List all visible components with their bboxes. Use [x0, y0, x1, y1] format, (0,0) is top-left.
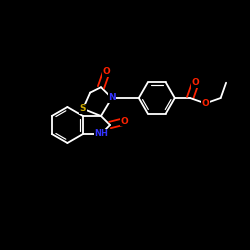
- Text: S: S: [80, 104, 86, 113]
- Text: O: O: [202, 99, 209, 108]
- Text: N: N: [108, 94, 116, 102]
- Text: O: O: [120, 117, 128, 126]
- Text: NH: NH: [94, 130, 108, 138]
- Text: O: O: [192, 78, 199, 87]
- Text: O: O: [102, 68, 110, 76]
